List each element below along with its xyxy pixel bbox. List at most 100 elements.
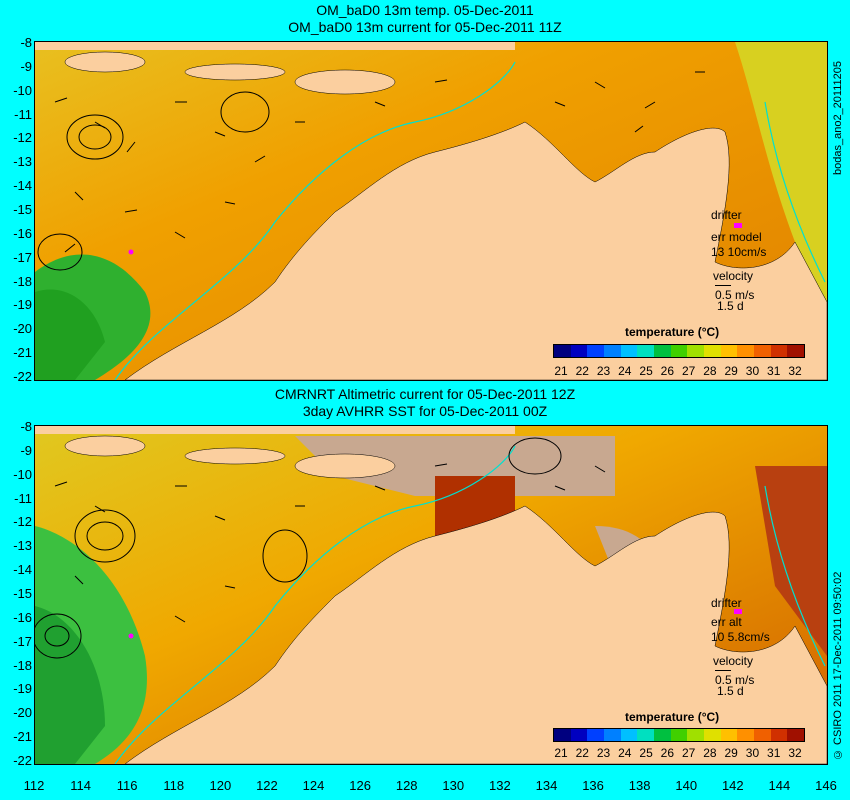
top-err-label: err model bbox=[711, 230, 762, 244]
bottom-colorbar-labels: 21 22 23 24 25 26 27 28 29 30 31 32 bbox=[553, 746, 803, 760]
top-colorbar-labels: 21 22 23 24 25 26 27 28 29 30 31 32 bbox=[553, 364, 803, 378]
top-colorbar-title: temperature (°C) bbox=[625, 325, 720, 339]
top-vel-days: 1.5 d bbox=[717, 299, 744, 313]
colorbar-swatch bbox=[637, 729, 655, 741]
colorbar-swatch bbox=[604, 729, 621, 741]
top-map bbox=[35, 42, 827, 380]
australia-landmass bbox=[124, 505, 827, 764]
colorbar-label: 22 bbox=[575, 746, 589, 760]
y-tick-label: -22 bbox=[13, 369, 32, 384]
velocity-scale-arrow bbox=[715, 670, 731, 671]
current-arrows bbox=[54, 463, 606, 623]
colorbar-label: 29 bbox=[724, 746, 738, 760]
y-tick-label: -19 bbox=[13, 681, 32, 697]
colorbar-swatch bbox=[554, 345, 571, 357]
y-tick-label: -13 bbox=[13, 538, 32, 554]
y-tick-label: -21 bbox=[13, 729, 32, 745]
colorbar-swatch bbox=[587, 729, 605, 741]
colorbar-label: 31 bbox=[767, 364, 781, 378]
y-tick-label: -15 bbox=[13, 586, 32, 601]
top-colorbar bbox=[553, 344, 805, 358]
colorbar-swatch bbox=[704, 345, 721, 357]
y-tick-label: -16 bbox=[13, 609, 32, 625]
y-tick-label: -21 bbox=[13, 345, 32, 361]
x-tick-label: 118 bbox=[163, 778, 185, 793]
colorbar-swatch bbox=[720, 345, 738, 357]
colorbar-swatch bbox=[754, 729, 771, 741]
y-tick-label: -9 bbox=[20, 442, 32, 458]
x-tick-label: 116 bbox=[116, 778, 138, 793]
drifter-marker bbox=[734, 609, 742, 614]
top-vel-scale: 0.5 m/s bbox=[715, 288, 755, 302]
colorbar-swatch bbox=[570, 729, 588, 741]
bottom-velocity-label: velocity bbox=[713, 654, 754, 668]
y-tick-label: -16 bbox=[13, 225, 32, 241]
x-tick-label: 122 bbox=[256, 778, 278, 793]
y-tick-label: -20 bbox=[13, 321, 32, 337]
y-tick-label: -14 bbox=[13, 178, 32, 194]
colorbar-label: 31 bbox=[767, 746, 781, 760]
y-tick-label: -15 bbox=[13, 202, 32, 217]
velocity-scale-arrow bbox=[715, 285, 731, 286]
colorbar-swatch bbox=[587, 345, 605, 357]
y-tick-label: -8 bbox=[20, 419, 32, 434]
bottom-err-value: 10 5.8cm/s bbox=[711, 630, 770, 644]
x-tick-label: 146 bbox=[815, 778, 837, 793]
bottom-title-line1: CMRNRT Altimetric current for 05-Dec-201… bbox=[274, 386, 576, 402]
colorbar-label: 32 bbox=[788, 364, 802, 378]
colorbar-label: 26 bbox=[660, 364, 675, 378]
y-tick-label: -19 bbox=[13, 297, 32, 313]
drifter-marker bbox=[734, 223, 742, 228]
colorbar-swatch bbox=[770, 729, 788, 741]
colorbar-swatch bbox=[787, 729, 805, 741]
y-tick-label: -22 bbox=[13, 753, 32, 768]
colorbar-label: 27 bbox=[681, 364, 696, 378]
colorbar-label: 27 bbox=[681, 746, 696, 760]
colorbar-label: 32 bbox=[788, 746, 802, 760]
top-err-value: 13 10cm/s bbox=[711, 245, 767, 259]
current-arrows bbox=[54, 71, 705, 253]
top-title-line2: OM_baD0 13m current for 05-Dec-2011 11Z bbox=[288, 19, 562, 35]
y-tick-label: -12 bbox=[13, 130, 32, 146]
x-tick-label: 120 bbox=[209, 778, 232, 793]
colorbar-label: 23 bbox=[596, 364, 611, 378]
colorbar-label: 22 bbox=[575, 364, 589, 378]
colorbar-label: 28 bbox=[703, 364, 717, 378]
colorbar-swatch bbox=[670, 729, 688, 741]
colorbar-swatch bbox=[554, 729, 571, 741]
colorbar-label: 25 bbox=[639, 364, 653, 378]
x-tick-label: 144 bbox=[768, 778, 791, 793]
y-tick-label: -12 bbox=[13, 514, 32, 530]
colorbar-swatch bbox=[770, 345, 788, 357]
colorbar-label: 23 bbox=[596, 746, 611, 760]
x-tick-label: 114 bbox=[70, 778, 91, 793]
top-map-panel[interactable]: drifter err model 13 10cm/s velocity 0.5… bbox=[34, 41, 828, 381]
colorbar-swatch bbox=[737, 729, 755, 741]
colorbar-swatch bbox=[670, 345, 688, 357]
colorbar-swatch bbox=[787, 345, 805, 357]
x-tick-label: 126 bbox=[349, 778, 371, 793]
y-tick-label: -18 bbox=[13, 273, 32, 289]
x-tick-label: 124 bbox=[302, 778, 325, 793]
colorbar-label: 30 bbox=[745, 746, 760, 760]
colorbar-swatch bbox=[720, 729, 738, 741]
colorbar-swatch bbox=[687, 729, 705, 741]
y-tick-label: -18 bbox=[13, 657, 32, 673]
australia-landmass bbox=[124, 121, 827, 380]
x-tick-label: 134 bbox=[535, 778, 558, 793]
y-tick-label: -14 bbox=[13, 562, 32, 578]
bottom-vel-scale: 0.5 m/s bbox=[715, 673, 755, 687]
colorbar-swatch bbox=[737, 345, 755, 357]
bottom-err-label: err alt bbox=[711, 615, 742, 629]
top-drifter-label: drifter bbox=[711, 208, 742, 222]
top-side-label: bodas_ano2_20111205 bbox=[832, 61, 844, 175]
y-tick-label: -11 bbox=[14, 106, 32, 122]
colorbar-label: 26 bbox=[660, 746, 675, 760]
x-tick-label: 128 bbox=[395, 778, 418, 793]
bottom-map-panel[interactable]: drifter err alt 10 5.8cm/s velocity 0.5 … bbox=[34, 425, 828, 765]
bottom-vel-days: 1.5 d bbox=[717, 684, 744, 698]
top-title-line1: OM_baD0 13m temp. 05-Dec-2011 bbox=[316, 2, 534, 18]
bottom-drifter-label: drifter bbox=[711, 596, 742, 610]
colorbar-swatch bbox=[604, 345, 621, 357]
colorbar-swatch bbox=[654, 729, 671, 741]
